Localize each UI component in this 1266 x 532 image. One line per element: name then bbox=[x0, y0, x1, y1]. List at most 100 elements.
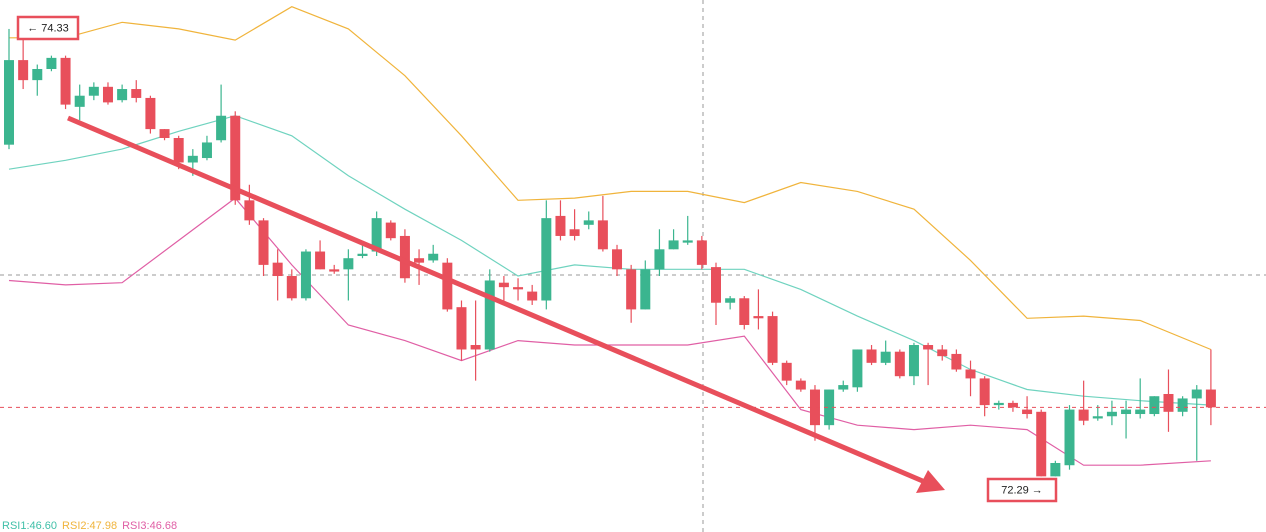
candle-body bbox=[979, 378, 990, 406]
candle-body bbox=[583, 220, 594, 225]
candle-body bbox=[1191, 389, 1202, 399]
candle-body bbox=[371, 218, 382, 252]
bands bbox=[8, 6, 1212, 466]
candle-body bbox=[244, 200, 255, 221]
candle-body bbox=[32, 69, 43, 81]
candle-body bbox=[4, 60, 14, 145]
indicator-label: RSI3:46.68 bbox=[122, 520, 177, 532]
candle-body bbox=[46, 57, 57, 70]
candle-body bbox=[442, 262, 453, 310]
candle-body bbox=[668, 240, 679, 250]
candle-body bbox=[1036, 411, 1047, 477]
candle-body bbox=[74, 95, 85, 107]
candle-body bbox=[131, 89, 142, 98]
candle-body bbox=[484, 280, 495, 350]
candle-body bbox=[102, 86, 113, 103]
candle-body bbox=[1177, 398, 1188, 412]
candle-body bbox=[569, 229, 580, 236]
candle-body bbox=[216, 115, 227, 141]
candle-body bbox=[1078, 409, 1089, 421]
band-line bbox=[9, 6, 1212, 351]
candle-body bbox=[880, 351, 891, 363]
candle-body bbox=[230, 115, 241, 201]
candle-body bbox=[711, 267, 721, 303]
high-label-box bbox=[16, 15, 80, 41]
candle-body bbox=[1163, 393, 1174, 412]
candle-body bbox=[498, 282, 509, 288]
candle-body bbox=[654, 249, 665, 270]
candle-body bbox=[682, 240, 693, 243]
candle-body bbox=[329, 269, 340, 272]
candle-body bbox=[357, 253, 368, 256]
candle-body bbox=[908, 345, 919, 377]
candle-body bbox=[159, 129, 170, 139]
candle-body bbox=[1064, 409, 1075, 466]
candle-body bbox=[60, 57, 71, 105]
candle-body bbox=[1092, 416, 1103, 419]
candle-body bbox=[117, 89, 128, 101]
candle-body bbox=[1205, 389, 1216, 408]
high-label: ← 74.33 bbox=[27, 22, 69, 34]
indicator-label: RSI2:47.98 bbox=[62, 520, 117, 532]
candle-body bbox=[838, 385, 849, 390]
candle-body bbox=[640, 269, 651, 310]
candle-body bbox=[527, 291, 538, 301]
candle-body bbox=[1106, 411, 1117, 417]
low-label: 72.29 → bbox=[1001, 484, 1043, 496]
candle-body bbox=[187, 155, 198, 163]
band-line bbox=[8, 115, 1211, 406]
candle-body bbox=[767, 316, 778, 363]
candle-body bbox=[809, 389, 820, 426]
candle-body bbox=[696, 240, 707, 265]
candle-body bbox=[597, 220, 608, 250]
candle-body bbox=[555, 215, 566, 236]
candle-body bbox=[385, 222, 396, 239]
candle-body bbox=[1135, 409, 1146, 415]
candle-body bbox=[88, 86, 99, 96]
candle-body bbox=[513, 287, 524, 290]
candle-body bbox=[399, 235, 410, 279]
candle-body bbox=[1050, 462, 1061, 477]
candle-body bbox=[993, 402, 1004, 406]
candle-body bbox=[428, 253, 439, 261]
candle-body bbox=[1022, 409, 1033, 415]
candle-body bbox=[1007, 402, 1018, 408]
candle-body bbox=[753, 316, 764, 319]
candle-body bbox=[470, 345, 481, 350]
candle-body bbox=[173, 138, 184, 163]
low-label-box bbox=[986, 477, 1058, 503]
candle-body bbox=[541, 218, 552, 301]
indicators: RSI1:46.60 RSI2:47.98 RSI3:46.68 bbox=[2, 520, 177, 532]
candle-body bbox=[894, 351, 905, 377]
candle-body bbox=[286, 276, 297, 299]
candle-body bbox=[612, 249, 623, 270]
candle-body bbox=[866, 349, 877, 363]
candle-body bbox=[781, 362, 792, 381]
candle-body bbox=[315, 251, 326, 270]
candles bbox=[4, 22, 1216, 477]
candle-body bbox=[343, 258, 354, 270]
candle-body bbox=[414, 258, 425, 263]
candle-body bbox=[300, 251, 311, 299]
trend-arrow bbox=[67, 115, 926, 485]
candle-body bbox=[1149, 396, 1160, 415]
candle-body bbox=[951, 353, 962, 370]
indicator-label: RSI1:46.60 bbox=[2, 520, 57, 532]
candle-body bbox=[923, 345, 934, 350]
candle-body bbox=[272, 262, 283, 277]
candle-body bbox=[824, 389, 835, 426]
candle-body bbox=[725, 298, 736, 303]
candle-body bbox=[1121, 409, 1132, 415]
candle-body bbox=[852, 349, 863, 388]
candle-body bbox=[795, 380, 806, 390]
candle-body bbox=[456, 307, 467, 350]
candle-body bbox=[965, 369, 976, 379]
candle-body bbox=[18, 60, 29, 81]
band-line bbox=[8, 197, 1211, 466]
candle-body bbox=[626, 269, 637, 310]
candle-body bbox=[937, 349, 948, 357]
candle-body bbox=[258, 220, 269, 265]
trend-arrow-head bbox=[916, 470, 945, 493]
candle-body bbox=[145, 97, 156, 130]
